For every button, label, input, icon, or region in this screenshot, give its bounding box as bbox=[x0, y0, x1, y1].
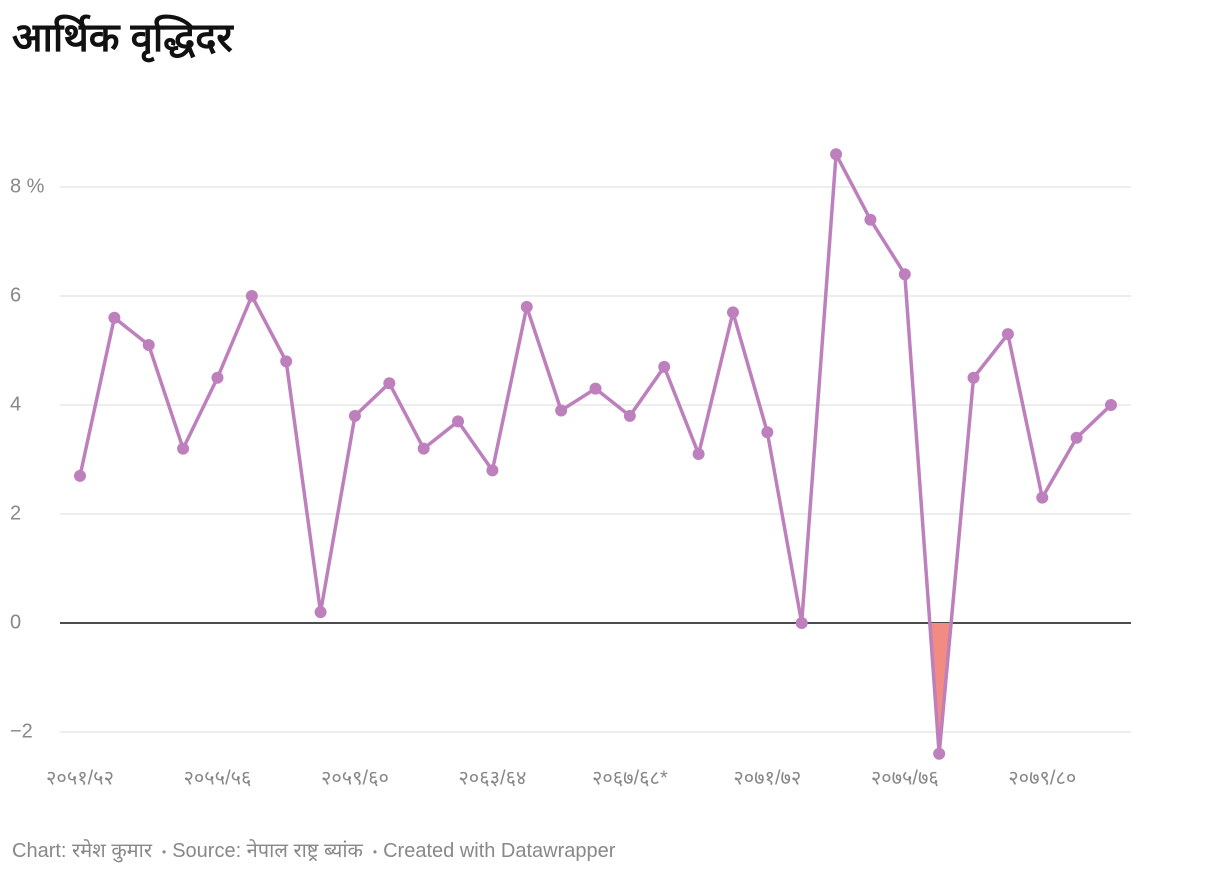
point bbox=[1036, 491, 1049, 504]
x-tick-label: २०७५/७६ bbox=[871, 767, 939, 789]
point bbox=[417, 442, 430, 455]
point bbox=[314, 606, 327, 619]
x-tick-label: २०६३/६४ bbox=[458, 767, 526, 789]
y-tick-label: 4 bbox=[10, 393, 21, 415]
source: Source: नेपाल राष्ट्र ब्यांक bbox=[152, 840, 363, 862]
point bbox=[967, 371, 980, 384]
y-tick-label: 2 bbox=[10, 502, 21, 524]
point bbox=[383, 377, 396, 390]
x-tick-label: २०५५/५६ bbox=[183, 767, 251, 789]
point bbox=[830, 148, 843, 161]
point bbox=[177, 442, 190, 455]
x-tick-label: २०५९/६० bbox=[321, 767, 389, 789]
point bbox=[898, 268, 911, 281]
chart-title: आर्थिक वृद्धिदर bbox=[12, 16, 233, 60]
point bbox=[589, 382, 602, 395]
credit: Chart: रमेश कुमार bbox=[12, 840, 152, 862]
point bbox=[1001, 328, 1014, 341]
x-tick-label: २०७१/७२ bbox=[733, 767, 801, 789]
point bbox=[452, 415, 465, 428]
point bbox=[245, 290, 258, 302]
point bbox=[211, 371, 224, 384]
point bbox=[555, 404, 568, 417]
point bbox=[726, 306, 739, 319]
point bbox=[795, 617, 808, 629]
point bbox=[692, 448, 705, 461]
line bbox=[78, 152, 1113, 756]
point bbox=[1070, 431, 1083, 444]
x-tick-label: २०५१/५२ bbox=[46, 767, 114, 789]
point bbox=[280, 355, 293, 368]
point bbox=[108, 311, 121, 324]
point bbox=[348, 409, 361, 422]
point bbox=[761, 426, 774, 439]
point bbox=[658, 360, 671, 373]
y-tick-label: 6 bbox=[10, 284, 21, 306]
y-tick-label: 0 bbox=[10, 611, 21, 633]
x-tick-label: २०६७/६८* bbox=[592, 767, 668, 789]
y-tick-label: 8 % bbox=[10, 175, 45, 197]
point bbox=[142, 339, 155, 352]
point bbox=[1105, 399, 1117, 411]
point bbox=[520, 300, 533, 313]
point bbox=[933, 747, 946, 760]
y-tick-label: −2 bbox=[10, 720, 33, 742]
negative-area bbox=[929, 623, 952, 754]
point bbox=[864, 213, 877, 226]
footer: Chart: रमेश कुमारSource: नेपाल राष्ट्र ब… bbox=[12, 836, 615, 863]
x-tick-label: २०७९/८० bbox=[1008, 767, 1076, 789]
point bbox=[623, 409, 636, 422]
tool-credit: Created with Datawrapper bbox=[363, 840, 616, 862]
point bbox=[74, 469, 86, 482]
point bbox=[486, 464, 499, 477]
